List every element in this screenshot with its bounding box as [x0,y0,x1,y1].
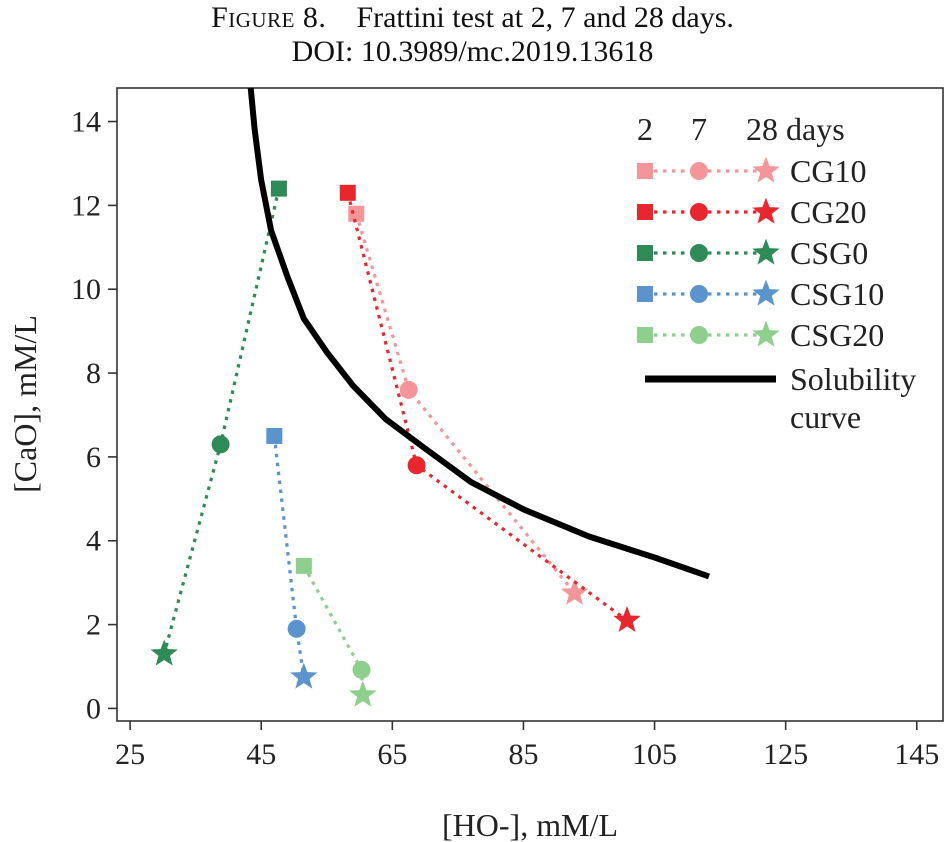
x-tick-label: 105 [632,738,677,771]
legend-label-cg10: CG10 [790,153,866,189]
y-tick-label: 4 [86,525,101,558]
y-tick-label: 6 [86,441,101,474]
star-marker-csg20-day-28 [349,680,377,707]
legend-entry-csg20: CSG20 [637,317,884,353]
legend: 2 7 28 days CG10 CG20 CSG0 CSG10 CSG20 Solubilit… [637,111,916,435]
legend-header-2: 7 [691,111,707,147]
series-cg10 [348,205,589,605]
solubility-curve-layer [247,87,710,580]
legend-square-marker-csg0 [637,245,653,261]
y-tick-label: 14 [71,106,101,139]
legend-entry-csg10: CSG10 [637,276,884,312]
legend-star-marker-cg20 [752,197,780,224]
legend-label-cg20: CG20 [790,194,866,230]
y-axis: 0 2 4 6 8 10 12 14 [71,106,117,725]
circle-marker-csg20-day-7 [352,660,371,679]
legend-label-csg10: CSG10 [790,276,884,312]
x-tick-label: 145 [894,738,939,771]
circle-marker-csg10-day-7 [287,619,306,638]
star-marker-cg10-day-28 [560,578,589,605]
x-tick-label: 85 [508,738,538,771]
plot-frame [116,87,944,722]
circle-marker-cg10-day-7 [399,380,418,399]
square-marker-csg0-day-2 [270,180,287,197]
series-line-cg20 [346,192,628,622]
solubility-curve-line [247,87,710,580]
series-csg0 [150,180,287,666]
circle-marker-csg0-day-7 [211,435,230,454]
legend-star-marker-csg0 [752,238,780,265]
legend-square-marker-cg20 [637,204,653,220]
y-tick-label: 8 [86,357,101,390]
x-axis: 25 45 65 85 105 125 145 [115,721,939,771]
x-tick-label: 65 [377,738,407,771]
legend-label-solubility-curve-1: Solubility [790,361,916,397]
series-layer [150,180,641,707]
legend-label-csg0: CSG0 [790,235,868,271]
legend-circle-marker-cg10 [690,162,708,180]
series-line-cg10 [354,213,576,595]
y-tick-label: 10 [71,273,101,306]
legend-square-marker-csg20 [637,327,653,343]
y-tick-label: 0 [86,692,101,725]
square-marker-cg10-day-2 [348,205,365,222]
star-marker-csg0-day-28 [150,639,178,666]
figure-caption: Figure 8. Frattini test at 2, 7 and 28 d… [0,0,945,36]
legend-entry-csg0: CSG0 [637,235,868,271]
x-tick-label: 45 [246,738,276,771]
series-line-csg0 [162,188,281,655]
series-csg10 [266,427,318,689]
legend-circle-marker-csg0 [690,244,708,262]
legend-header-3: 28 days [746,111,845,147]
series-line-csg10 [272,435,306,678]
x-tick-label: 25 [115,738,145,771]
legend-header-1: 2 [637,111,653,147]
legend-circle-marker-csg20 [690,326,708,344]
legend-square-marker-cg10 [637,163,653,179]
figure-label: Figure 8. [211,1,327,34]
legend-label-csg20: CSG20 [790,317,884,353]
legend-label-solubility-curve-2: curve [790,399,861,435]
square-marker-csg20-day-2 [295,557,312,574]
circle-marker-cg20-day-7 [407,456,426,475]
x-axis-title: [HO-], mM/L [442,807,618,842]
series-cg20 [339,184,641,632]
star-marker-csg10-day-28 [290,662,318,689]
figure-doi: DOI: 10.3989/mc.2019.13618 [291,35,654,68]
y-axis-title: [CaO], mM/L [7,315,43,493]
y-tick-label: 12 [71,189,101,222]
square-marker-cg20-day-2 [339,184,356,201]
legend-star-marker-csg10 [752,279,780,306]
legend-circle-marker-csg10 [690,285,708,303]
legend-star-marker-cg10 [752,156,780,183]
figure-title: Frattini test at 2, 7 and 28 days. [356,1,734,34]
star-marker-cg20-day-28 [613,606,641,632]
series-csg20 [295,557,377,707]
legend-circle-marker-cg20 [690,203,708,221]
legend-entry-cg20: CG20 [637,194,866,230]
square-marker-csg10-day-2 [266,427,283,444]
x-tick-label: 125 [763,738,808,771]
legend-entry-cg10: CG10 [637,153,866,189]
legend-star-marker-csg20 [752,320,780,347]
legend-square-marker-csg10 [637,286,653,302]
y-tick-label: 2 [86,609,101,642]
